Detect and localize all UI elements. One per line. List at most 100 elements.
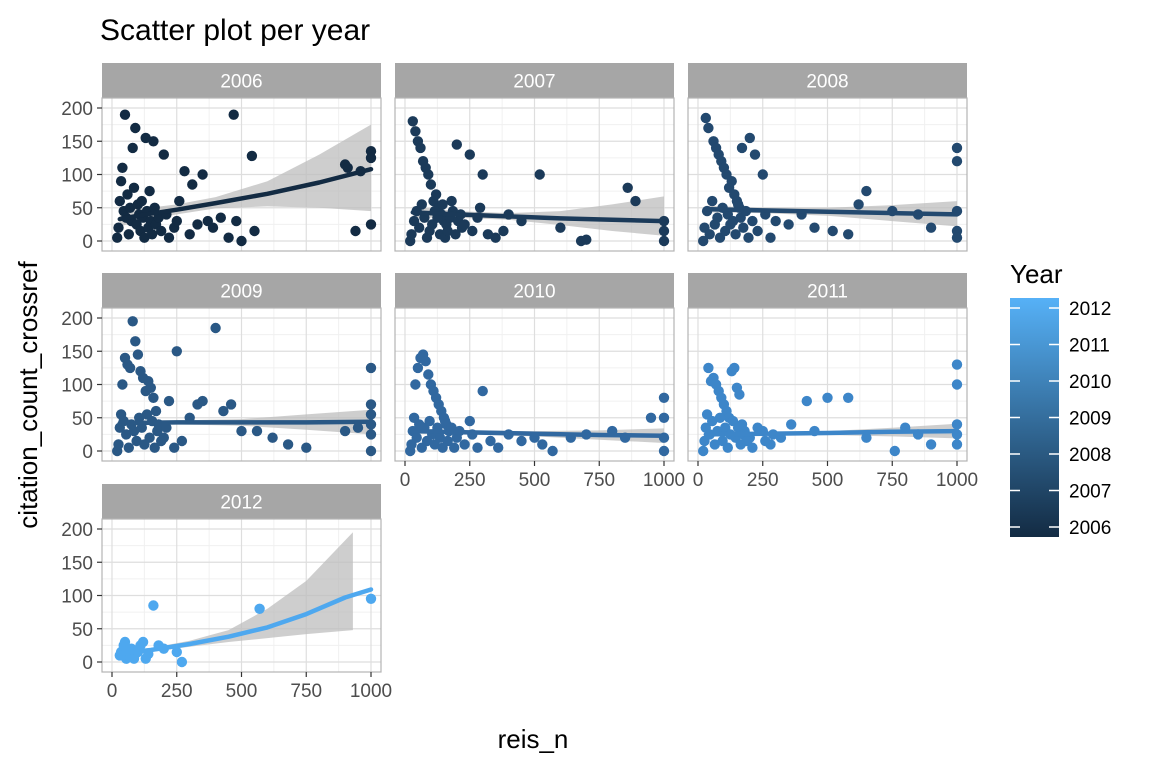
data-point [747,215,758,227]
data-point [757,169,768,180]
data-point [156,225,167,237]
data-point [179,166,190,177]
data-point [119,109,131,120]
facet-strip-label: 2011 [807,282,848,303]
data-point [365,593,377,604]
data-point [889,445,900,457]
data-point [726,176,737,187]
data-point [658,225,670,237]
data-point [114,195,126,207]
data-point [415,142,426,154]
data-point [493,442,504,453]
confidence-band [119,124,371,227]
data-point [192,219,203,230]
data-point [365,219,377,230]
data-point [490,232,501,243]
data-point [236,425,247,437]
data-point [555,222,566,233]
data-point [365,409,377,420]
y-tick-label: 100 [61,376,93,397]
data-point [350,225,361,237]
data-point [131,435,142,447]
data-point [704,229,715,240]
y-tick-label: 200 [61,99,93,120]
data-point [951,379,963,390]
trend-line [410,210,667,224]
data-point [707,195,718,207]
facet-strip [102,273,381,308]
data-point [581,234,592,245]
y-axis-title: citation_count_crossref [13,261,43,529]
data-point [698,235,709,247]
y-tick-label: 100 [61,166,93,187]
data-point [658,445,670,457]
data-point [437,199,448,210]
y-tick-label: 150 [61,132,93,153]
x-tick-label: 250 [454,470,486,491]
data-point [152,425,163,437]
data-point [171,646,182,658]
data-point [861,432,872,443]
data-point [249,225,260,237]
data-point [163,232,175,243]
data-point [861,185,872,197]
data-point [430,189,442,200]
data-point [700,112,711,124]
facet-panel-2007: 2007 [394,63,675,252]
data-point [736,142,748,154]
data-point [951,232,963,243]
data-point [752,225,763,237]
data-point [301,442,312,453]
data-point [144,185,155,197]
data-point [197,395,208,407]
data-point [365,152,377,164]
panel-border [394,97,675,252]
data-point [450,229,461,240]
data-point [113,222,124,233]
data-point [709,439,720,450]
data-point [459,439,470,450]
data-point [197,169,208,180]
data-point [658,392,670,403]
data-point [145,382,156,393]
data-point [128,425,140,437]
panel-border [687,97,968,252]
data-point [144,432,155,443]
data-point [547,445,558,457]
facet-panel-2012: 2012 0 50 100 150 200 0 250 500 750 1000 [61,484,392,702]
data-point [352,422,364,433]
data-point [658,412,670,423]
data-point [134,412,145,423]
x-tick-label: 500 [519,470,551,491]
x-tick-label: 1000 [643,470,685,491]
data-point [254,603,265,614]
data-point [516,435,527,447]
data-point [148,600,159,611]
x-tick-label: 250 [161,681,193,702]
data-point [223,232,234,243]
data-point [148,392,159,403]
data-point [951,142,963,154]
facet-strip-label: 2007 [513,72,555,93]
data-point [925,222,937,233]
facet-strip [102,63,381,98]
data-point [423,369,434,380]
data-point [136,195,147,207]
x-tick-label: 750 [583,470,615,491]
data-point [853,199,864,210]
data-point [703,362,714,374]
data-point [730,229,741,240]
data-point [446,195,457,207]
data-point [161,422,172,433]
data-point [117,162,128,173]
data-point [416,199,427,210]
data-point [150,405,162,417]
data-point [149,202,160,213]
data-point [137,636,149,648]
y-tick-label: 50 [72,620,93,641]
data-point [477,385,488,397]
y-tick-label: 0 [82,442,93,463]
data-point [117,379,128,390]
data-point [267,432,278,443]
data-point [534,169,545,180]
